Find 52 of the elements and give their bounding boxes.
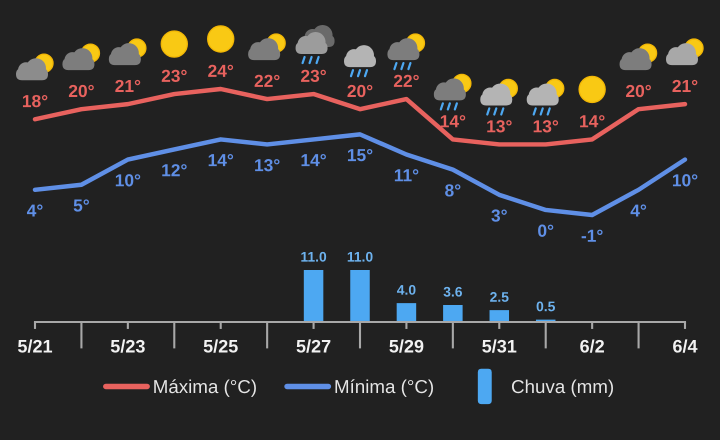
data-label: 15°: [348, 148, 372, 162]
x-tick-label: 5/29: [389, 339, 424, 353]
data-label: 21°: [115, 80, 140, 92]
data-label: -1°: [582, 230, 603, 242]
data-label: 13°: [487, 120, 512, 132]
bar: [350, 270, 370, 322]
data-label: 20°: [347, 84, 372, 98]
x-tick-label: 5/27: [296, 339, 330, 353]
data-label: 4°: [26, 204, 43, 217]
data-label: 0.5: [536, 302, 555, 312]
data-label: 11°: [394, 169, 418, 182]
data-label: 22°: [254, 74, 280, 87]
bar: [304, 270, 324, 322]
data-label: 18°: [22, 94, 48, 108]
data-label: 2.5: [490, 292, 509, 302]
data-label: 23°: [162, 70, 187, 82]
data-label: 20°: [626, 84, 651, 98]
data-label: 11.0: [348, 252, 373, 262]
data-label: 4°: [630, 204, 646, 217]
x-tick-label: 5/21: [18, 339, 52, 353]
data-label: 20°: [68, 84, 94, 98]
data-label: 10°: [672, 174, 698, 186]
data-label: 24°: [208, 64, 234, 77]
data-label: 0°: [538, 224, 554, 237]
data-label: 23°: [301, 70, 326, 82]
data-label: 14°: [208, 154, 234, 166]
data-label: 8°: [445, 184, 460, 197]
x-tick-label: 6/2: [580, 339, 604, 353]
bar: [490, 310, 510, 322]
bar: [443, 304, 463, 322]
data-label: 5°: [74, 199, 89, 212]
x-tick-label: 5/23: [110, 339, 145, 353]
data-label: 14°: [580, 115, 605, 128]
data-label: 14°: [440, 115, 466, 128]
legend-label: Chuva (mm): [512, 379, 613, 397]
bar: [396, 303, 416, 322]
legend-label: Mínima (°C): [335, 379, 433, 397]
data-label: 11.0: [301, 252, 326, 262]
x-tick-label: 6/4: [673, 339, 698, 353]
x-tick-label: 5/31: [482, 339, 516, 353]
data-label: 21°: [672, 80, 698, 92]
data-label: 14°: [302, 154, 326, 166]
data-label: 13°: [255, 159, 280, 172]
data-label: 4.0: [396, 284, 416, 295]
data-label: 12°: [162, 164, 187, 176]
data-label: 13°: [534, 120, 558, 132]
data-label: 10°: [116, 174, 140, 186]
legend-label: Máxima (°C): [154, 379, 256, 397]
x-tick-label: 5/25: [204, 339, 238, 353]
data-label: 3°: [491, 209, 507, 222]
data-label: 22°: [394, 74, 419, 87]
data-label: 3.6: [444, 286, 462, 297]
